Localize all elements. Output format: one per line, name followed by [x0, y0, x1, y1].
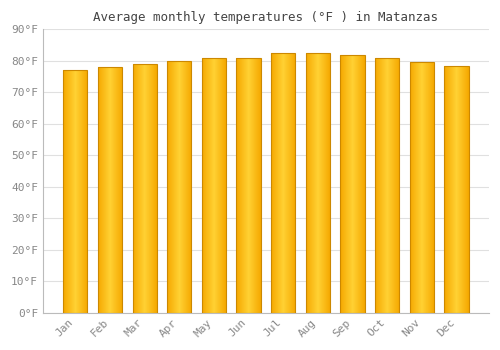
Bar: [63, 70, 88, 313]
Bar: [375, 58, 400, 313]
Bar: [271, 53, 295, 313]
Bar: [444, 66, 468, 313]
Bar: [167, 61, 192, 313]
Bar: [410, 63, 434, 313]
Title: Average monthly temperatures (°F ) in Matanzas: Average monthly temperatures (°F ) in Ma…: [94, 11, 438, 24]
Bar: [340, 55, 364, 313]
Bar: [306, 53, 330, 313]
Bar: [202, 58, 226, 313]
Bar: [98, 67, 122, 313]
Bar: [132, 64, 157, 313]
Bar: [236, 58, 260, 313]
